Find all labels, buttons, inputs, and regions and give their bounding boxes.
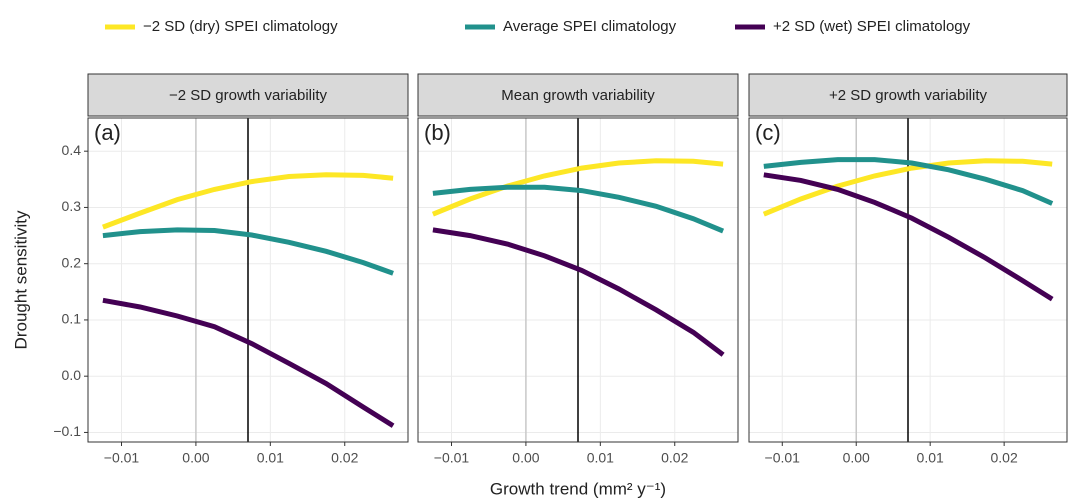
x-tick-label: 0.01 [587,450,614,466]
line-series [432,227,725,357]
legend-label: +2 SD (wet) SPEI climatology [773,18,971,35]
panel-border [417,117,739,443]
legend-label: Average SPEI climatology [503,18,677,35]
line-series [763,172,1054,302]
strip [748,73,1068,117]
y-tick-label: 0.1 [62,311,82,327]
panel-label: (a) [94,120,121,145]
line-series [432,184,725,234]
x-tick-label: −0.01 [434,450,470,466]
panel-label: (b) [424,120,451,145]
strip-title: Mean growth variability [501,87,655,104]
strip [87,73,409,117]
x-tick-label: 0.00 [512,450,539,466]
y-tick-label: 0.0 [62,367,82,383]
line-series [763,157,1054,206]
x-tick-label: −0.01 [765,450,801,466]
y-tick-label: 0.2 [62,254,82,270]
strip-title: +2 SD growth variability [829,87,987,104]
x-tick-label: 0.00 [182,450,209,466]
strip [417,73,739,117]
y-tick-label: −0.1 [53,423,81,439]
y-tick-label: 0.4 [62,142,82,158]
x-tick-label: −0.01 [104,450,140,466]
x-tick-label: 0.00 [843,450,870,466]
panel-label: (c) [755,120,781,145]
line-series [431,158,724,217]
x-tick-label: 0.02 [991,450,1018,466]
panel-border [87,117,409,443]
x-tick-label: 0.02 [661,450,688,466]
y-axis-title: Drought sensitivity [11,210,30,349]
y-tick-label: 0.3 [62,198,82,214]
line-series [102,227,394,276]
line-series [762,158,1053,217]
x-axis-title: Growth trend (mm² y⁻¹) [490,479,666,498]
x-tick-label: 0.01 [257,450,284,466]
panel-border [748,117,1068,443]
line-series [102,297,395,428]
legend-label: −2 SD (dry) SPEI climatology [143,18,338,35]
line-series [102,172,394,230]
x-tick-label: 0.02 [331,450,358,466]
x-tick-label: 0.01 [917,450,944,466]
strip-title: −2 SD growth variability [169,87,327,104]
